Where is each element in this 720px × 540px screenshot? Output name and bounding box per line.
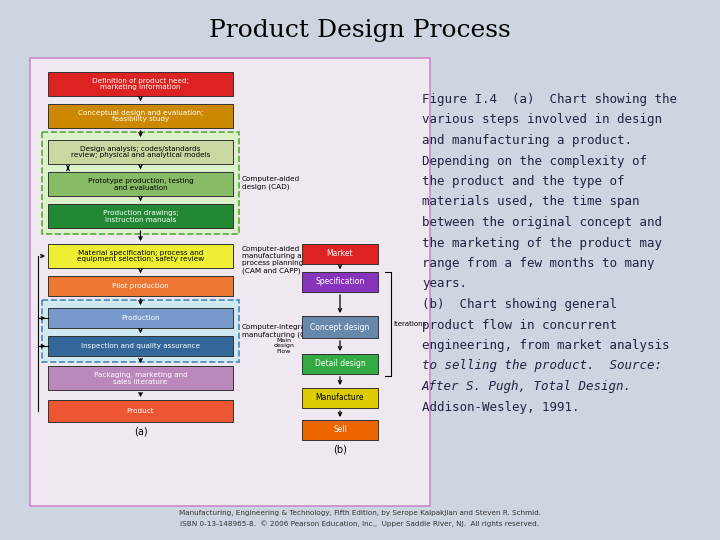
Text: Manufacturing, Engineering & Technology, Fifth Edition, by Serope Kalpakjian and: Manufacturing, Engineering & Technology,… bbox=[179, 510, 541, 516]
FancyBboxPatch shape bbox=[30, 58, 430, 506]
Text: range from a few months to many: range from a few months to many bbox=[422, 257, 654, 270]
FancyBboxPatch shape bbox=[302, 316, 378, 338]
Text: Depending on the complexity of: Depending on the complexity of bbox=[422, 154, 647, 167]
Text: Computer-integrated
manufacturing (CIM): Computer-integrated manufacturing (CIM) bbox=[242, 324, 318, 338]
Text: After S. Pugh, Total Design.: After S. Pugh, Total Design. bbox=[422, 380, 632, 393]
FancyBboxPatch shape bbox=[302, 272, 378, 292]
Text: ISBN 0-13-148965-8.  © 2006 Pearson Education, Inc.,  Upper Saddle River, NJ.  A: ISBN 0-13-148965-8. © 2006 Pearson Educa… bbox=[181, 521, 539, 528]
Text: Pilot production: Pilot production bbox=[112, 283, 168, 289]
FancyBboxPatch shape bbox=[302, 388, 378, 408]
Text: Product: Product bbox=[127, 408, 154, 414]
Text: Iterations: Iterations bbox=[393, 321, 426, 327]
Text: years.: years. bbox=[422, 278, 467, 291]
Text: various steps involved in design: various steps involved in design bbox=[422, 113, 662, 126]
Text: Production: Production bbox=[121, 315, 160, 321]
Text: Material specification; process and
equipment selection; safety review: Material specification; process and equi… bbox=[77, 249, 204, 262]
Text: the marketing of the product may: the marketing of the product may bbox=[422, 237, 662, 249]
Text: Sell: Sell bbox=[333, 426, 347, 435]
Text: Figure I.4  (a)  Chart showing the: Figure I.4 (a) Chart showing the bbox=[422, 93, 677, 106]
FancyBboxPatch shape bbox=[48, 72, 233, 96]
FancyBboxPatch shape bbox=[42, 132, 239, 234]
FancyBboxPatch shape bbox=[48, 308, 233, 328]
Text: Specification: Specification bbox=[315, 278, 365, 287]
FancyBboxPatch shape bbox=[48, 276, 233, 296]
Text: Concept design: Concept design bbox=[310, 322, 369, 332]
FancyBboxPatch shape bbox=[48, 244, 233, 268]
Text: Packaging, marketing and
sales literature: Packaging, marketing and sales literatur… bbox=[94, 372, 187, 384]
Text: Design analysis; codes/standards
review; physical and analytical models: Design analysis; codes/standards review;… bbox=[71, 145, 210, 159]
FancyBboxPatch shape bbox=[48, 400, 233, 422]
Text: (b)  Chart showing general: (b) Chart showing general bbox=[422, 298, 617, 311]
Text: Manufacture: Manufacture bbox=[316, 394, 364, 402]
Text: Computer-aided
manufacturing and
process planning
(CAM and CAPP): Computer-aided manufacturing and process… bbox=[242, 246, 311, 274]
FancyBboxPatch shape bbox=[48, 104, 233, 128]
Text: Addison-Wesley, 1991.: Addison-Wesley, 1991. bbox=[422, 401, 580, 414]
FancyBboxPatch shape bbox=[48, 172, 233, 196]
Text: product flow in concurrent: product flow in concurrent bbox=[422, 319, 617, 332]
Text: Main
design
Flow: Main design Flow bbox=[273, 338, 294, 354]
Text: Prototype production, testing
and evaluation: Prototype production, testing and evalua… bbox=[88, 178, 194, 191]
FancyBboxPatch shape bbox=[48, 366, 233, 390]
FancyBboxPatch shape bbox=[302, 354, 378, 374]
Text: the product and the type of: the product and the type of bbox=[422, 175, 624, 188]
Text: and manufacturing a product.: and manufacturing a product. bbox=[422, 134, 632, 147]
Text: (a): (a) bbox=[134, 427, 148, 437]
FancyBboxPatch shape bbox=[42, 300, 239, 362]
FancyBboxPatch shape bbox=[302, 420, 378, 440]
Text: engineering, from market analysis: engineering, from market analysis bbox=[422, 339, 670, 352]
Text: Definition of product need;
marketing information: Definition of product need; marketing in… bbox=[92, 78, 189, 91]
Text: (b): (b) bbox=[333, 445, 347, 455]
Text: Market: Market bbox=[327, 249, 354, 259]
Text: Product Design Process: Product Design Process bbox=[209, 18, 511, 42]
Text: Production drawings;
instruction manuals: Production drawings; instruction manuals bbox=[102, 210, 179, 222]
FancyBboxPatch shape bbox=[48, 140, 233, 164]
Text: Inspection and quality assurance: Inspection and quality assurance bbox=[81, 343, 200, 349]
FancyBboxPatch shape bbox=[302, 244, 378, 264]
Text: Computer-aided
design (CAD): Computer-aided design (CAD) bbox=[242, 176, 300, 190]
Text: materials used, the time span: materials used, the time span bbox=[422, 195, 639, 208]
Text: Conceptual design and evaluation;
feasibility study: Conceptual design and evaluation; feasib… bbox=[78, 110, 203, 123]
FancyBboxPatch shape bbox=[48, 336, 233, 356]
FancyBboxPatch shape bbox=[48, 204, 233, 228]
Text: between the original concept and: between the original concept and bbox=[422, 216, 662, 229]
Text: Detail design: Detail design bbox=[315, 360, 365, 368]
Text: to selling the product.  Source:: to selling the product. Source: bbox=[422, 360, 662, 373]
